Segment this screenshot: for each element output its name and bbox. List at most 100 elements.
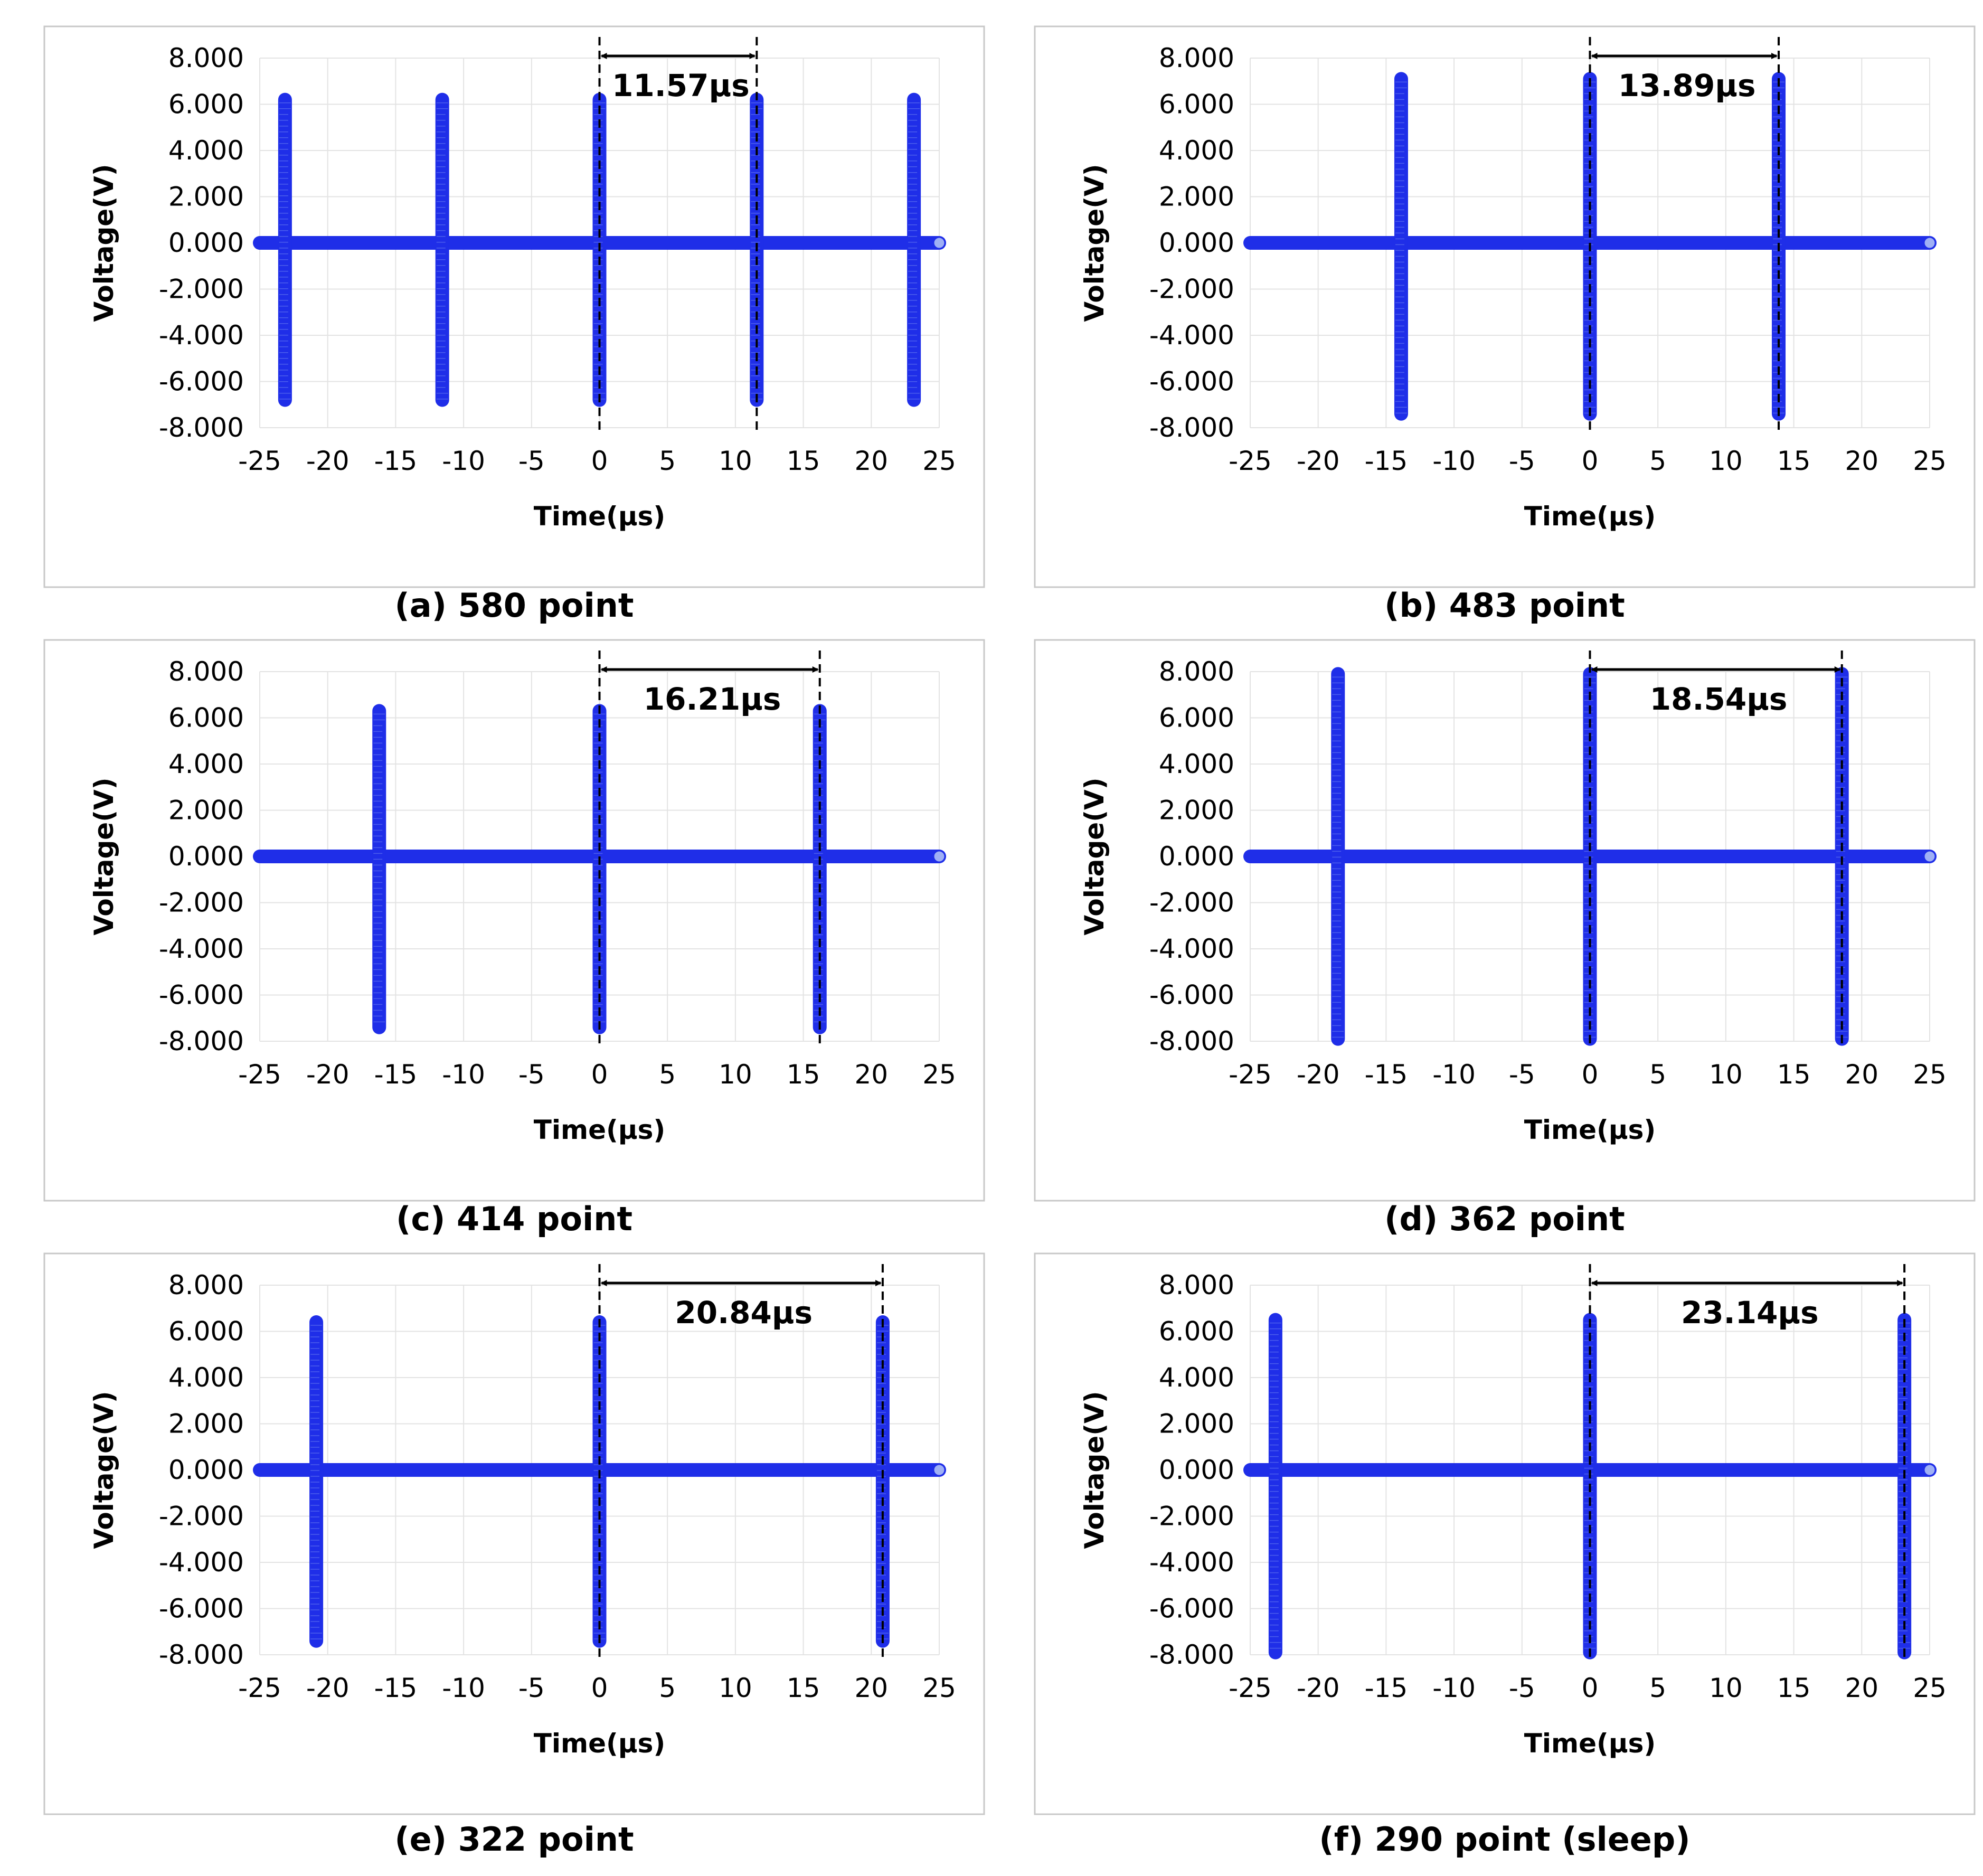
x-tick-label: -10 — [1432, 1059, 1476, 1090]
period-label: 16.21μs — [644, 681, 781, 717]
y-tick-label: 4.000 — [1159, 135, 1234, 166]
x-tick-label: -20 — [306, 1059, 350, 1090]
y-tick-label: -6.000 — [159, 1594, 244, 1624]
period-label: 20.84μs — [675, 1295, 813, 1331]
period-label: 18.54μs — [1650, 681, 1788, 717]
y-tick-label: 2.000 — [168, 1409, 244, 1439]
x-tick-label: 0 — [1582, 446, 1599, 476]
x-tick-label: 15 — [787, 1059, 820, 1090]
x-tick-label: -20 — [1297, 1673, 1340, 1703]
x-tick-label: 25 — [922, 1059, 956, 1090]
x-tick-label: -15 — [374, 1059, 418, 1090]
y-tick-label: -8.000 — [159, 412, 244, 443]
x-tick-label: 15 — [1777, 1059, 1811, 1090]
y-tick-label: -8.000 — [1149, 412, 1234, 443]
y-axis-title: Voltage(V) — [89, 777, 119, 935]
x-tick-label: 25 — [1913, 446, 1947, 476]
y-tick-label: -8.000 — [159, 1026, 244, 1057]
x-tick-label: -25 — [238, 1673, 281, 1703]
y-tick-label: 2.000 — [1159, 182, 1234, 212]
y-tick-label: 4.000 — [1159, 749, 1234, 779]
period-label: 11.57μs — [612, 68, 750, 103]
y-tick-label: -8.000 — [1149, 1026, 1234, 1057]
x-tick-label: 5 — [1649, 1059, 1666, 1090]
x-tick-label: -20 — [306, 446, 350, 476]
x-axis-title: Time(μs) — [1524, 1115, 1656, 1145]
y-tick-label: -2.000 — [159, 274, 244, 305]
x-axis-title: Time(μs) — [534, 501, 666, 532]
x-tick-label: -20 — [1297, 1059, 1340, 1090]
y-tick-label: -6.000 — [159, 980, 244, 1011]
baseline-endpoint — [1923, 1463, 1937, 1477]
y-tick-label: 4.000 — [168, 1362, 244, 1393]
x-tick-label: -5 — [518, 1059, 545, 1090]
x-tick-label: -10 — [442, 446, 485, 476]
x-tick-label: -15 — [374, 446, 418, 476]
y-tick-label: -6.000 — [1149, 1594, 1234, 1624]
chart-c: -25 -20 -15 -10 -5 0 5 10 15 20 25 -8.000 -6.000 -4.0… — [43, 639, 985, 1202]
y-tick-label: 6.000 — [168, 1316, 244, 1347]
x-tick-label: -15 — [1365, 446, 1408, 476]
baseline-endpoint — [932, 236, 946, 250]
y-tick-label: 8.000 — [168, 656, 244, 687]
x-tick-label: 20 — [854, 446, 888, 476]
x-tick-label: 25 — [1913, 1059, 1947, 1090]
x-tick-label: -10 — [442, 1673, 485, 1703]
x-tick-label: -15 — [374, 1673, 418, 1703]
chart-frame — [43, 639, 985, 1202]
y-tick-label: 4.000 — [1159, 1362, 1234, 1393]
caption-f: (f) 290 point (sleep) — [1319, 1820, 1690, 1859]
x-tick-label: -20 — [1297, 446, 1340, 476]
chart-e: -25 -20 -15 -10 -5 0 5 10 15 20 25 -8.000 -6.000 -4.0… — [43, 1252, 985, 1815]
y-tick-label: -4.000 — [159, 320, 244, 351]
x-tick-label: -5 — [1509, 1059, 1535, 1090]
x-axis-title: Time(μs) — [534, 1115, 666, 1145]
chart-f: -25 -20 -15 -10 -5 0 5 10 15 20 25 -8.000 -6.000 -4.0… — [1034, 1252, 1976, 1815]
y-tick-label: 6.000 — [1159, 1316, 1234, 1347]
chart-d: -25 -20 -15 -10 -5 0 5 10 15 20 25 -8.000 -6.000 -4.0… — [1034, 639, 1976, 1202]
y-axis-title: Voltage(V) — [1079, 164, 1110, 322]
caption-d: (d) 362 point — [1384, 1200, 1625, 1238]
period-label: 23.14μs — [1681, 1295, 1819, 1331]
y-tick-label: -6.000 — [1149, 366, 1234, 397]
y-tick-label: 6.000 — [1159, 703, 1234, 733]
x-tick-label: 20 — [854, 1059, 888, 1090]
y-tick-label: -8.000 — [159, 1639, 244, 1670]
x-tick-label: 15 — [787, 1673, 820, 1703]
y-tick-label: -6.000 — [159, 366, 244, 397]
x-tick-label: -15 — [1365, 1673, 1408, 1703]
caption-e: (e) 322 point — [394, 1820, 634, 1859]
y-tick-label: -4.000 — [1149, 934, 1234, 964]
caption-a: (a) 580 point — [394, 586, 634, 625]
y-tick-label: 8.000 — [168, 43, 244, 73]
x-tick-label: 15 — [1777, 1673, 1811, 1703]
x-tick-label: -5 — [1509, 446, 1535, 476]
x-tick-label: 0 — [591, 1673, 608, 1703]
y-tick-label: -4.000 — [1149, 1547, 1234, 1578]
x-tick-label: -5 — [518, 1673, 545, 1703]
x-tick-label: 20 — [1845, 1059, 1878, 1090]
x-tick-label: 10 — [719, 1059, 752, 1090]
chart-frame — [43, 1252, 985, 1815]
y-tick-label: 6.000 — [168, 703, 244, 733]
x-tick-label: 10 — [1709, 446, 1743, 476]
x-tick-label: 0 — [591, 446, 608, 476]
caption-c: (c) 414 point — [396, 1200, 632, 1238]
chart-frame — [1034, 1252, 1976, 1815]
x-tick-label: 0 — [1582, 1059, 1599, 1090]
y-tick-label: 4.000 — [168, 135, 244, 166]
x-tick-label: -5 — [518, 446, 545, 476]
chart-frame — [43, 25, 985, 588]
x-tick-label: 0 — [1582, 1673, 1599, 1703]
y-tick-label: 8.000 — [1159, 656, 1234, 687]
x-tick-label: 25 — [1913, 1673, 1947, 1703]
x-tick-label: 5 — [1649, 1673, 1666, 1703]
x-tick-label: 15 — [787, 446, 820, 476]
x-tick-label: 10 — [1709, 1673, 1743, 1703]
y-tick-label: 0.000 — [1159, 228, 1234, 258]
x-tick-label: -25 — [1229, 1673, 1272, 1703]
y-axis-title: Voltage(V) — [1079, 777, 1110, 935]
y-tick-label: 0.000 — [1159, 1455, 1234, 1485]
baseline-endpoint — [1923, 236, 1937, 250]
